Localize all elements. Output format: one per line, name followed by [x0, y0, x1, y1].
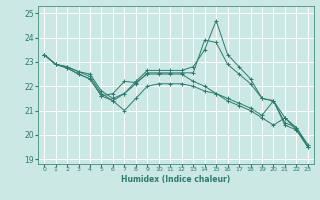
X-axis label: Humidex (Indice chaleur): Humidex (Indice chaleur) [121, 175, 231, 184]
